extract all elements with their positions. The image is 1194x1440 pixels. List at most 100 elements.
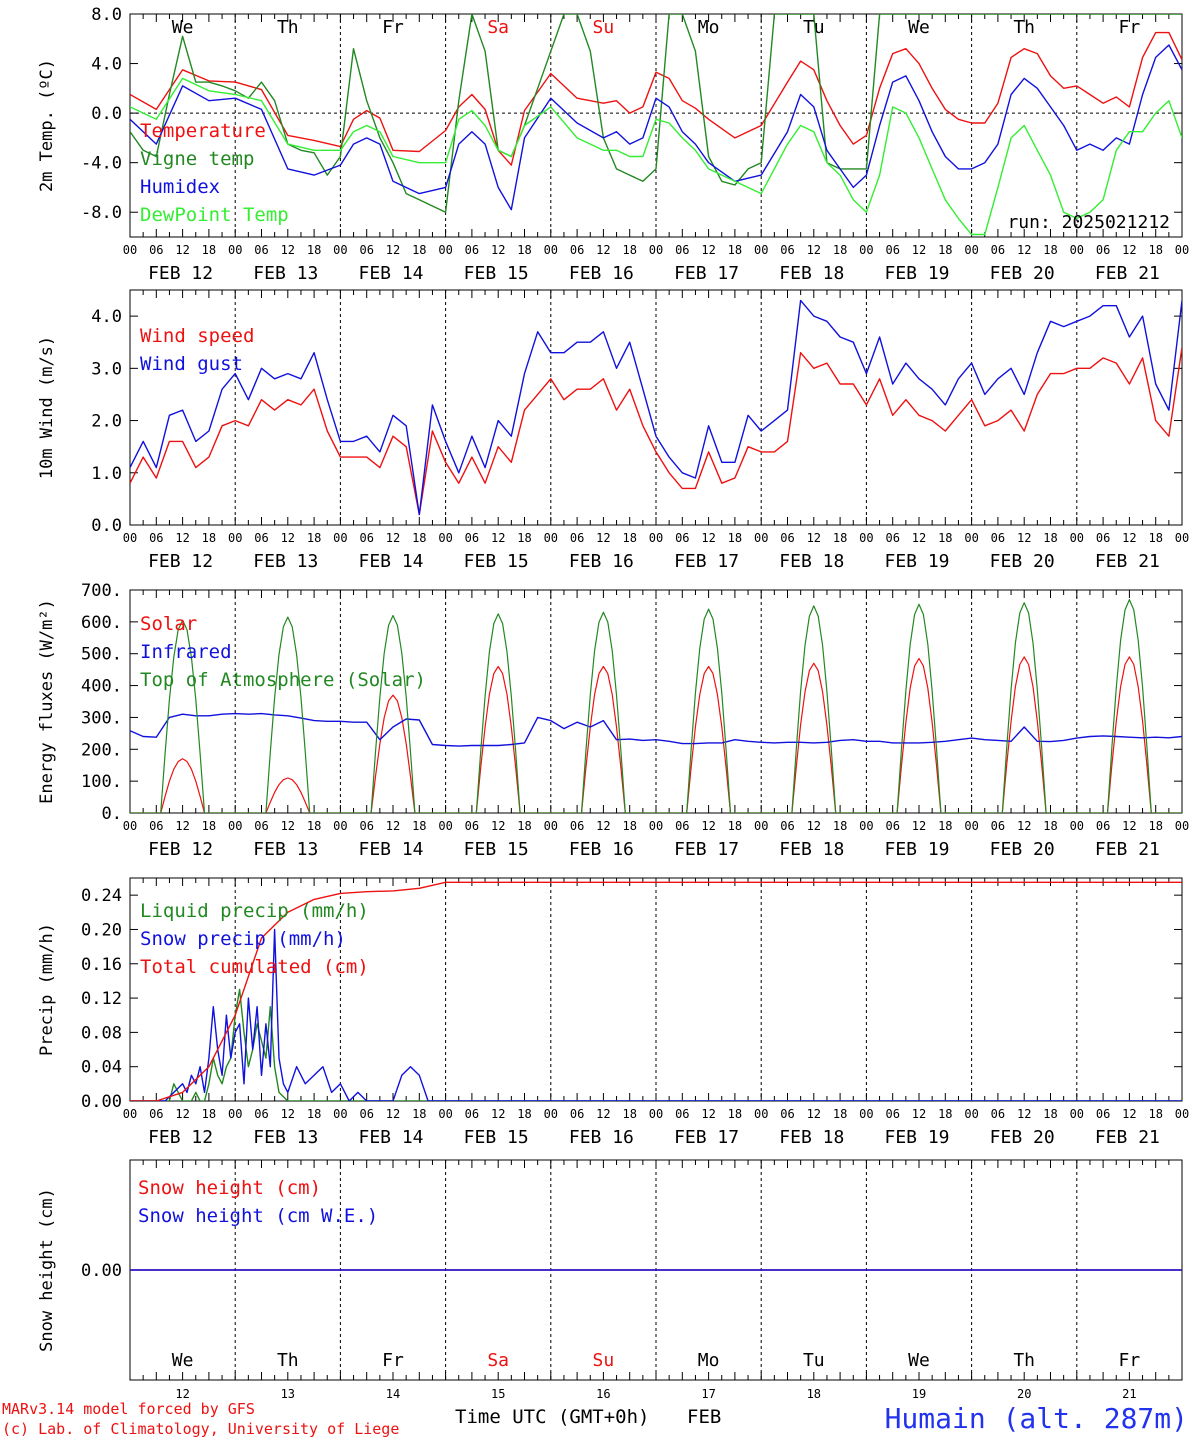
hour-tick-label: 18 — [517, 243, 531, 257]
date-label: FEB 14 — [358, 1127, 423, 1148]
hour-tick-label: 00 — [754, 819, 768, 833]
hour-tick-label: 06 — [1096, 243, 1110, 257]
day-name-label: Th — [1013, 17, 1035, 38]
date-label: FEB 16 — [569, 1127, 634, 1148]
hour-tick-label: 06 — [885, 819, 899, 833]
hour-tick-label: 12 — [1017, 531, 1031, 545]
date-label: FEB 13 — [253, 551, 318, 572]
hour-tick-label: 18 — [307, 531, 321, 545]
hour-tick-label: 00 — [123, 819, 137, 833]
hour-tick-label: 00 — [228, 531, 242, 545]
hour-tick-label: 12 — [596, 531, 610, 545]
series-lines — [130, 14, 1182, 236]
series-line-3 — [130, 598, 1182, 813]
day-name-label: Su — [593, 1350, 615, 1371]
hour-tick-label: 12 — [491, 1107, 505, 1121]
footer: MARv3.14 model forced by GFS (c) Lab. of… — [2, 1400, 1188, 1438]
hour-tick-label: 18 — [202, 531, 216, 545]
day-name-label: Fr — [1119, 1350, 1141, 1371]
day-name-label: Mo — [698, 1350, 720, 1371]
date-label: FEB 17 — [674, 1127, 739, 1148]
hour-tick-label: 12 — [912, 531, 926, 545]
hour-tick-label: 00 — [754, 243, 768, 257]
panel-1: 8.0 4.0 0.0 -4.0 -8.0 2m Temp. (ºC) We Th Fr Sa Su… — [37, 5, 1189, 284]
hour-tick-label: 06 — [885, 1107, 899, 1121]
day-name-label: We — [908, 17, 930, 38]
hour-tick-label: 18 — [307, 243, 321, 257]
hour-tick-label: 18 — [1043, 1107, 1057, 1121]
hour-tick-label: 18 — [622, 531, 636, 545]
hour-tick-label: 06 — [570, 1107, 584, 1121]
hour-tick-label: 12 — [175, 1107, 189, 1121]
day-name-label: Fr — [1119, 17, 1141, 38]
hour-tick-label: 06 — [254, 531, 268, 545]
hour-tick-label: 00 — [333, 531, 347, 545]
hour-tick-label: 12 — [281, 819, 295, 833]
hour-tick-label: 18 — [728, 1107, 742, 1121]
day-name-label: Tu — [803, 17, 825, 38]
series-line-2 — [130, 14, 1182, 213]
hour-tick-label: 00 — [1070, 243, 1084, 257]
hour-tick-label: 00 — [859, 243, 873, 257]
day-name-label: Fr — [382, 1350, 404, 1371]
y-tick-label: 0.24 — [81, 886, 122, 906]
date-label: FEB 19 — [884, 263, 949, 284]
hour-tick-label: 12 — [807, 1107, 821, 1121]
day-name-label: We — [172, 1350, 194, 1371]
hour-tick-label: 12 — [1122, 531, 1136, 545]
hour-tick-label: 00 — [964, 819, 978, 833]
hour-tick-label: 12 — [807, 243, 821, 257]
date-label: FEB 21 — [1095, 263, 1160, 284]
hour-tick-label: 00 — [649, 531, 663, 545]
hour-tick-label: 18 — [1043, 531, 1057, 545]
hour-tick-label: 00 — [859, 531, 873, 545]
day-number-label: 13 — [281, 1387, 295, 1401]
hour-tick-label: 12 — [701, 819, 715, 833]
hour-tick-label: 18 — [833, 531, 847, 545]
hour-tick-label: 12 — [1122, 243, 1136, 257]
day-name-label: Mo — [698, 17, 720, 38]
series-line-4 — [130, 77, 1182, 236]
hour-tick-label: 06 — [570, 819, 584, 833]
y-tick-label: 1.0 — [91, 464, 122, 484]
date-label: FEB 19 — [884, 1127, 949, 1148]
hour-tick-label: 06 — [1096, 819, 1110, 833]
hour-tick-label: 00 — [754, 531, 768, 545]
hour-tick-label: 00 — [754, 1107, 768, 1121]
panel-2: 0.0 1.0 2.0 3.0 4.0 10m Wind (m/s) 00 06 12 18 00 0… — [37, 289, 1189, 572]
series-line-1 — [130, 347, 1182, 516]
hour-tick-label: 06 — [149, 819, 163, 833]
hour-tick-label: 00 — [1175, 819, 1189, 833]
legend-entry: Infrared — [140, 641, 232, 663]
hour-tick-label: 06 — [570, 531, 584, 545]
date-label: FEB 12 — [148, 1127, 213, 1148]
day-number-label: 19 — [912, 1387, 926, 1401]
date-label: FEB 21 — [1095, 839, 1160, 860]
hour-tick-label: 12 — [912, 1107, 926, 1121]
hour-tick-label: 18 — [622, 819, 636, 833]
hour-tick-label: 12 — [596, 243, 610, 257]
date-label: FEB 15 — [464, 1127, 529, 1148]
date-label: FEB 17 — [674, 551, 739, 572]
day-number-label: 17 — [701, 1387, 715, 1401]
date-label: FEB 12 — [148, 839, 213, 860]
hour-tick-label: 06 — [991, 1107, 1005, 1121]
series-lines — [130, 299, 1182, 516]
hour-tick-label: 18 — [1148, 243, 1162, 257]
date-label: FEB 13 — [253, 1127, 318, 1148]
hour-tick-label: 18 — [938, 819, 952, 833]
date-label: FEB 12 — [148, 551, 213, 572]
day-name-label: Th — [277, 1350, 299, 1371]
hour-tick-label: 12 — [807, 531, 821, 545]
hour-tick-label: 12 — [175, 819, 189, 833]
day-number-label: 20 — [1017, 1387, 1031, 1401]
date-label: FEB 20 — [990, 839, 1055, 860]
month-label: FEB — [687, 1406, 721, 1428]
date-label: FEB 15 — [464, 551, 529, 572]
hour-tick-label: 12 — [175, 243, 189, 257]
hour-tick-label: 18 — [202, 1107, 216, 1121]
hour-tick-label: 00 — [228, 819, 242, 833]
date-label: FEB 15 — [464, 263, 529, 284]
hour-tick-label: 06 — [465, 1107, 479, 1121]
legend-entry: DewPoint Temp — [140, 204, 289, 226]
